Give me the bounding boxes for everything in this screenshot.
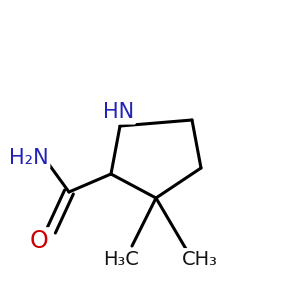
Text: H₃C: H₃C bbox=[103, 250, 140, 269]
Text: CH₃: CH₃ bbox=[182, 250, 218, 269]
Text: O: O bbox=[30, 230, 48, 254]
Text: HN: HN bbox=[103, 103, 134, 122]
Text: H₂N: H₂N bbox=[9, 148, 48, 167]
